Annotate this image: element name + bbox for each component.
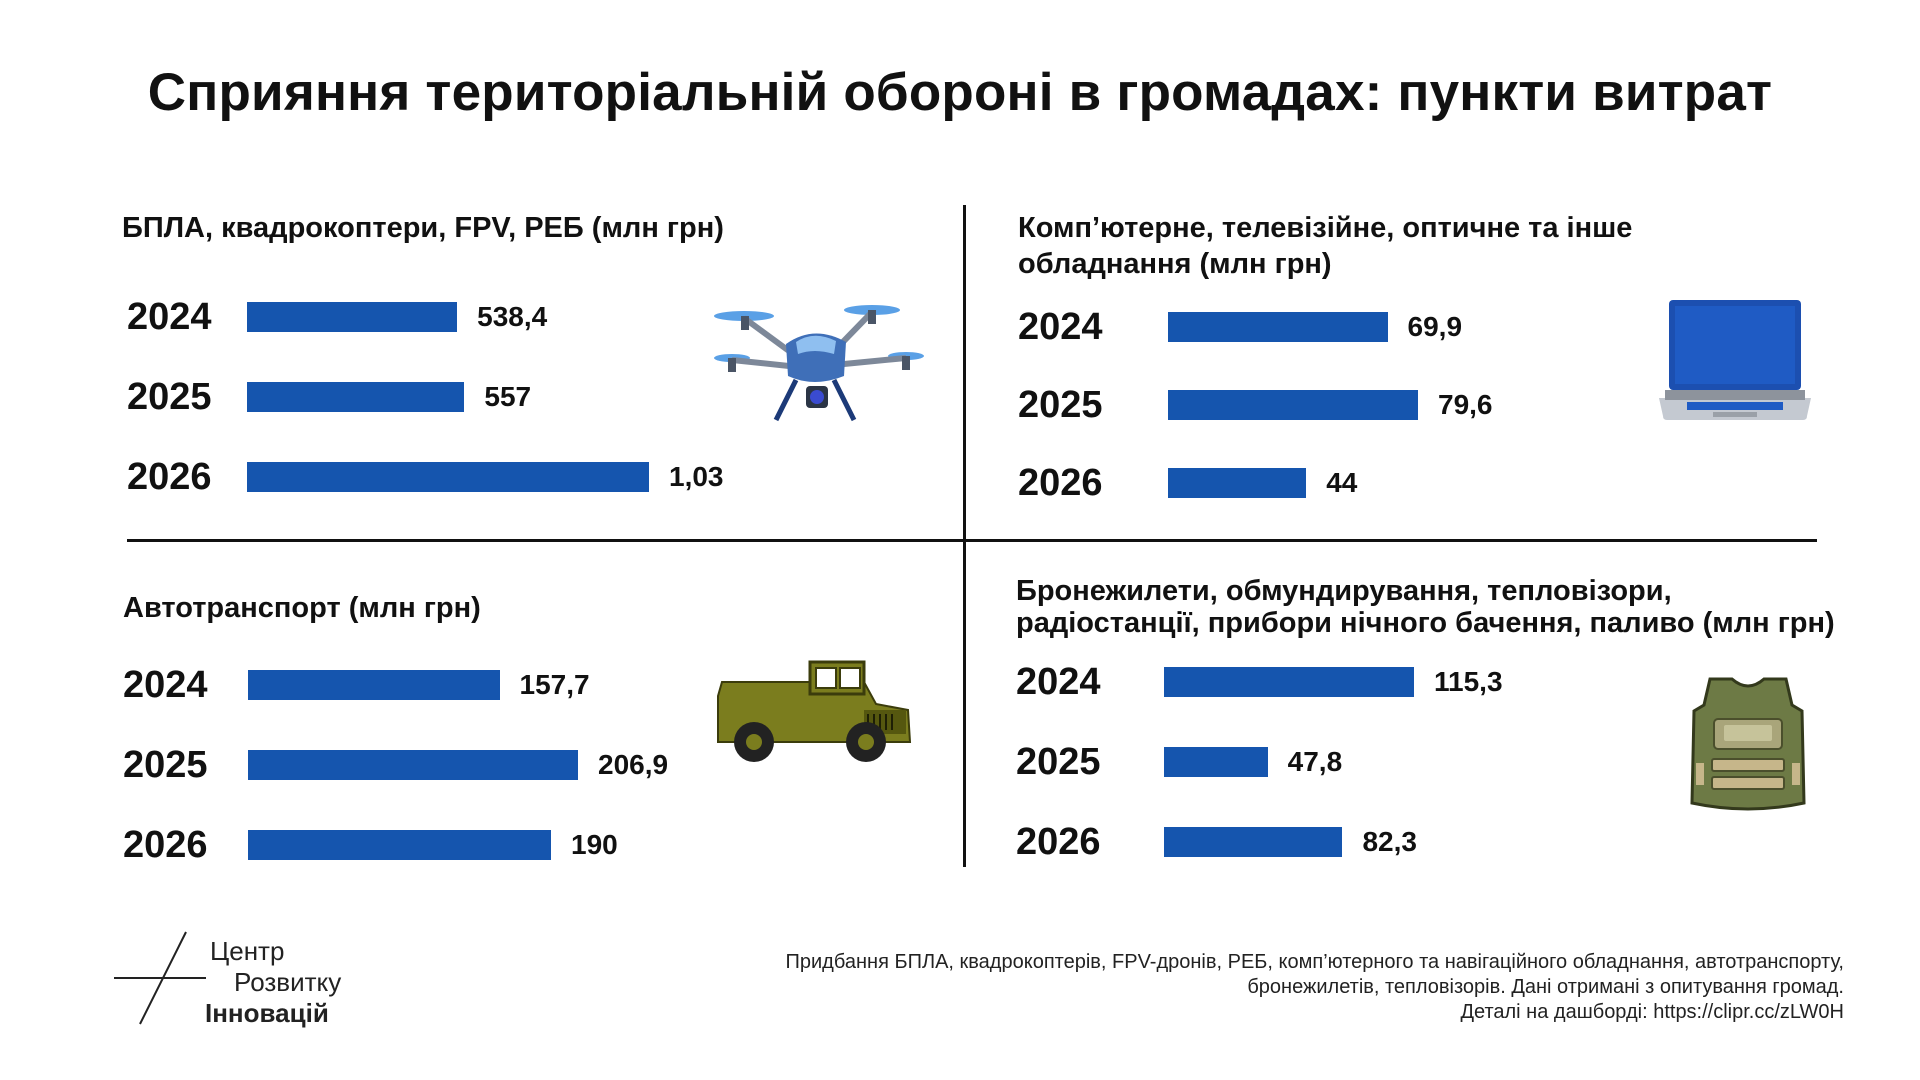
year-label: 2025 [1016,741,1101,783]
chart-title-text: Автотранспорт (млн грн) [123,592,481,624]
logo-line-3: Інновацій [205,998,329,1028]
vehicle-icon [717,660,912,762]
chart-title-text: БПЛА, квадрокоптери, FPV, РЕБ (млн грн) [122,212,724,244]
logo-line-1: Центр [210,936,285,966]
footnote-line-3: Деталі на дашборді: https://clipr.cc/zLW… [1460,1001,1844,1023]
vertical-divider [963,205,966,867]
data-label: 47,8 [1287,746,1343,777]
footnote-line-2: бронежилетів, тепловізорів. Дані отриман… [1247,976,1844,998]
bar [1164,827,1343,857]
year-label: 2026 [127,456,212,498]
bar [247,462,649,492]
horizontal-divider [127,539,1817,542]
bar [247,302,458,332]
bar [1164,747,1268,777]
data-label: 82,3 [1362,826,1417,857]
logo-line-2: Розвитку [234,967,342,997]
bar [1168,312,1388,342]
vest-icon [1690,677,1806,811]
chart-title-line-2: обладнання (млн грн) [1018,248,1332,280]
chart-vehicles: Автотранспорт (млн грн) 2024 157,7 2025 206… [123,590,983,920]
year-label: 2025 [127,376,212,418]
footnote-line-1: Придбання БПЛА, квадрокоптерів, FPV-дрон… [785,951,1844,973]
year-label: 2024 [1016,661,1101,703]
bar [1168,390,1418,420]
chart-title: Бронежилети, обмундирування, тепловізори… [1016,575,1835,639]
bar [248,670,500,700]
year-label: 2025 [1018,384,1103,426]
year-label: 2026 [1018,462,1103,504]
chart-title: Комп’ютерне, телевізійне, оптичне та інш… [1018,210,1632,282]
chart-title: БПЛА, квадрокоптери, FPV, РЕБ (млн грн) [122,210,724,246]
chart-title: Автотранспорт (млн грн) [123,590,481,626]
chart-title-line-2: радіостанції, прибори нічного бачення, п… [1016,607,1835,639]
data-label: 206,9 [598,749,669,780]
logo: Центр Розвитку Інновацій [110,930,370,1030]
bar [1164,667,1414,697]
year-label: 2026 [123,824,208,866]
year-label: 2024 [127,296,212,338]
data-label: 115,3 [1434,666,1503,697]
chart-title-line-1: Бронежилети, обмундирування, тепловізори… [1016,575,1672,607]
bar [1168,468,1307,498]
data-label: 538,4 [477,301,548,332]
data-label: 79,6 [1438,389,1493,420]
data-label: 44 [1326,467,1358,498]
year-label: 2024 [1018,306,1103,348]
page-title: Сприяння територіальній обороні в громад… [147,63,1773,122]
bar [248,830,552,860]
data-label: 69,9 [1407,311,1463,342]
chart-equipment: Комп’ютерне, телевізійне, оптичне та інш… [1018,210,1878,540]
data-label: 157,7 [519,669,590,700]
data-label: 1,03 [669,461,724,492]
year-label: 2026 [1016,821,1101,863]
bar [247,382,465,412]
data-label: 190 [571,829,618,860]
data-label: 557 [484,381,532,412]
chart-gear: Бронежилети, обмундирування, тепловізори… [1016,575,1876,905]
year-label: 2024 [123,664,208,706]
year-label: 2025 [123,744,208,786]
chart-drones: БПЛА, квадрокоптери, FPV, РЕБ (млн грн) … [122,210,982,540]
footnote: Придбання БПЛА, квадрокоптерів, FPV-дрон… [786,950,1844,1025]
laptop-icon [1659,300,1811,420]
chart-title-line-1: Комп’ютерне, телевізійне, оптичне та інш… [1018,212,1633,244]
bar [248,750,578,780]
drone-icon [714,305,924,422]
logo-mark-icon [114,931,206,1025]
